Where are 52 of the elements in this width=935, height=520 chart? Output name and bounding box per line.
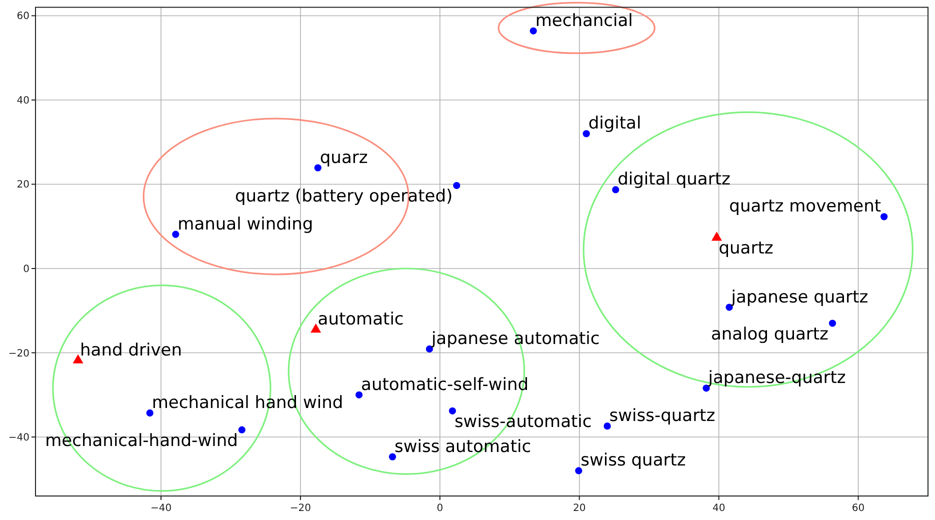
annotation: automatic-self-wind [361,374,529,395]
annotation: mechancial [535,10,633,31]
point [604,422,611,430]
x-tick-label: 60 [852,503,865,514]
point [702,384,710,392]
annotation: mechanical hand wind [152,393,344,414]
annotation: manual winding [178,214,314,234]
annotation: swiss automatic [394,436,532,457]
point [448,407,456,414]
point [146,409,154,417]
x-tick-label: 20 [573,503,586,514]
point [172,230,180,238]
annotation: analog quartz [710,324,829,344]
annotation: japanese quartz [730,287,868,308]
annotation: digital quartz [618,170,730,190]
annotation: automatic [318,310,404,330]
y-tick-label: 40 [16,95,30,106]
annotation: digital [588,114,642,134]
annotation: quartz movement [729,196,882,217]
point [880,213,888,220]
point [612,186,620,194]
point [310,324,322,333]
y-tick-label: 0 [23,264,30,275]
point [72,354,84,364]
point [453,182,460,190]
y-tick-label: 20 [16,180,30,191]
x-tick-label: −40 [150,503,172,514]
annotation: swiss quartz [580,450,686,471]
x-tick-label: −20 [290,503,312,514]
y-tick-label: 60 [16,11,30,22]
annotation: swiss-automatic [454,412,592,432]
x-tick-label: 40 [712,503,726,514]
annotation: quarz [320,148,368,168]
point [711,232,722,241]
x-tick-label: 0 [436,503,444,514]
annotation: swiss-quartz [609,406,716,426]
point [388,453,396,460]
annotation: quartz [718,238,774,259]
point [828,320,836,327]
y-tick-label: −20 [8,348,30,360]
annotation: japanese automatic [430,328,600,349]
point [530,27,537,34]
y-tick-label: −40 [8,432,30,444]
annotation: mechanical-hand-wind [45,430,238,451]
annotation: japanese-quartz [707,368,846,388]
point [355,391,363,398]
point [314,164,322,172]
point [582,130,590,138]
annotation: hand driven [80,340,182,360]
point [238,426,246,434]
point [575,467,582,474]
annotation: quartz (battery operated) [234,186,453,207]
